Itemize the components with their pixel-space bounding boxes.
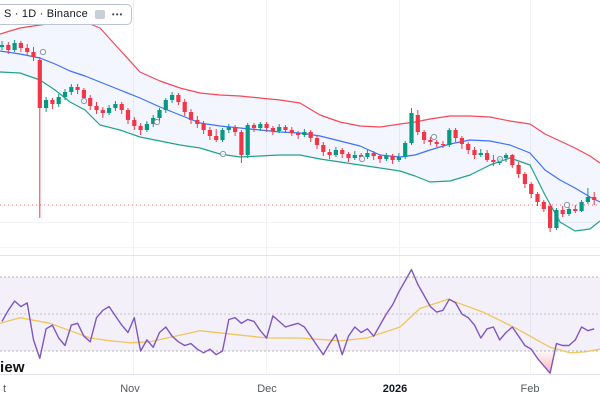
axis-label-nov: Nov [120,383,140,395]
axis-label-t: t [3,383,7,395]
rsi-pane[interactable] [0,256,600,374]
symbol-legend[interactable]: S · 1D · Binance ••• [0,4,133,25]
time-axis[interactable]: t Nov Dec 2026 Feb [0,374,600,400]
axis-label-feb: Feb [520,383,540,395]
tradingview-watermark: iew [0,359,25,376]
price-pane[interactable] [0,0,600,256]
legend-source-icon [94,10,105,19]
axis-label-dec: Dec [257,383,277,395]
legend-more-button[interactable]: ••• [111,10,124,19]
axis-label-2026: 2026 [382,383,408,395]
legend-symbol-text: S · 1D · Binance [4,8,88,20]
